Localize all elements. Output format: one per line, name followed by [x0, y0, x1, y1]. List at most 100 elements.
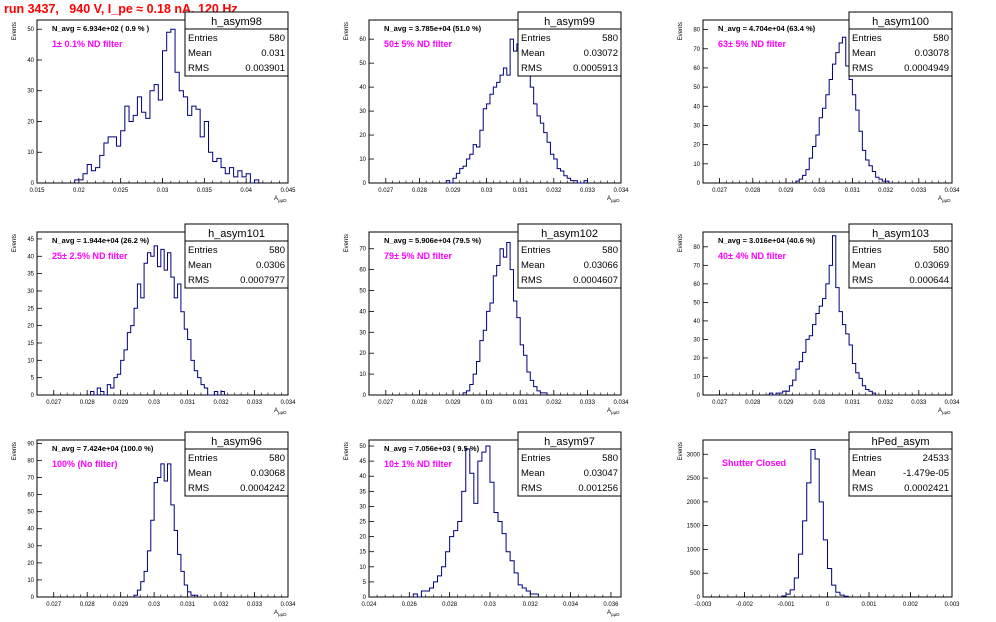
x-tick-label: 0.03 — [484, 602, 496, 608]
histogram-name: h_asym101 — [208, 228, 265, 240]
histogram-hPed_asym: -0.003 -0.002 -0.001 0 0.001 0.002 0.003 0 500 10… — [678, 431, 960, 608]
navg-label: N_avg = 3.785e+04 (51.0 %) — [384, 24, 482, 33]
y-tick-label: 30 — [27, 544, 34, 550]
x-tick-label: 0.033 — [580, 188, 596, 194]
y-tick-label: 80 — [27, 458, 34, 464]
y-tick-label: 0 — [697, 181, 701, 187]
stats-label: RMS — [852, 275, 873, 286]
y-axis-title: Events — [12, 234, 18, 252]
stats-value: 0.0002421 — [904, 483, 949, 494]
x-tick-label: 0.03 — [813, 188, 825, 194]
filter-label: Shutter Closed — [722, 458, 786, 468]
x-axis-title-subscript: μμD — [278, 410, 287, 415]
stats-value: 580 — [602, 245, 618, 256]
histogram-h_asym101: 0.027 0.028 0.029 0.03 0.031 0.032 0.033 0.034 0… — [12, 223, 296, 415]
x-tick-label: 0.03 — [157, 188, 169, 194]
histogram-name: h_asym97 — [544, 436, 595, 448]
y-tick-label: 40 — [359, 309, 366, 315]
stats-box — [848, 431, 953, 497]
x-tick-label: 0.029 — [778, 188, 794, 194]
y-tick-label: 15 — [27, 341, 34, 347]
y-tick-label: 30 — [693, 337, 700, 343]
stats-label: Entries — [188, 453, 218, 464]
histogram-name: h_asym98 — [211, 16, 262, 28]
stats-label: Mean — [188, 48, 212, 59]
y-tick-label: 5 — [31, 376, 35, 382]
x-tick-label: 0.04 — [240, 188, 252, 194]
x-tick-label: 0.029 — [445, 188, 461, 194]
navg-label: N_avg = 6.934e+02 ( 0.9 % ) — [52, 24, 150, 33]
y-tick-label: 20 — [359, 133, 366, 139]
x-tick-label: 0.033 — [247, 400, 263, 406]
x-axis-title-subscript: μμD — [278, 198, 287, 203]
x-tick-label: 0.033 — [580, 400, 596, 406]
y-tick-label: 0 — [363, 595, 367, 601]
y-tick-label: 10 — [693, 374, 700, 380]
x-tick-label: 0.026 — [402, 602, 418, 608]
x-tick-label: 0.031 — [845, 188, 861, 194]
stats-label: Mean — [521, 260, 545, 271]
stats-label: Entries — [852, 453, 882, 464]
x-tick-label: 0.028 — [412, 188, 428, 194]
stats-box — [848, 11, 953, 77]
stats-label: Mean — [188, 260, 212, 271]
y-tick-label: 15 — [359, 550, 366, 556]
x-axis-title: AμμD — [607, 196, 620, 203]
x-tick-label: -0.001 — [777, 602, 795, 608]
histogram-h_asym96: 0.027 0.028 0.029 0.03 0.031 0.032 0.033 0.034 0… — [12, 431, 296, 617]
navg-label: N_avg = 4.704e+04 (63.4 %) — [718, 24, 816, 33]
x-tick-label: 0.031 — [845, 400, 861, 406]
plot-frame — [368, 439, 622, 598]
x-axis-title-subscript: μμD — [278, 612, 287, 617]
y-tick-label: 20 — [693, 356, 700, 362]
stats-value: 0.0306 — [256, 260, 285, 271]
histogram-line — [781, 449, 849, 597]
y-tick-label: 40 — [359, 474, 366, 480]
stats-value: 0.001256 — [578, 483, 618, 494]
y-axis-title: Events — [12, 22, 18, 40]
y-tick-label: 10 — [27, 578, 34, 584]
stats-label: Entries — [521, 245, 551, 256]
histogram-line — [445, 38, 588, 184]
histogram-line — [90, 245, 225, 396]
y-axis-title: Events — [678, 22, 684, 40]
stats-label: Mean — [852, 468, 876, 479]
y-tick-label: 10 — [693, 162, 700, 168]
stats-label: Entries — [188, 245, 218, 256]
filter-label: 1± 0.1% ND filter — [52, 39, 123, 49]
y-tick-label: 0 — [697, 595, 701, 601]
stats-box — [184, 431, 289, 497]
y-tick-label: 60 — [27, 493, 34, 499]
x-tick-label: 0.03 — [148, 602, 160, 608]
y-tick-label: 0 — [31, 595, 35, 601]
stats-box — [184, 11, 289, 77]
stats-value: 580 — [933, 245, 949, 256]
x-tick-label: -0.003 — [694, 602, 712, 608]
stats-value: 0.003901 — [245, 63, 285, 74]
x-tick-label: 0.031 — [180, 602, 196, 608]
stats-value: 0.03068 — [251, 468, 285, 479]
y-axis-title: Events — [344, 442, 350, 460]
x-tick-label: 0.029 — [445, 400, 461, 406]
histogram-line — [133, 463, 199, 597]
x-tick-label: 0.03 — [813, 400, 825, 406]
stats-label: Entries — [852, 245, 882, 256]
x-tick-label: 0.032 — [878, 188, 894, 194]
stats-value: 580 — [269, 245, 285, 256]
x-tick-label: 0.033 — [911, 400, 927, 406]
x-tick-label: 0.032 — [214, 400, 230, 406]
x-tick-label: 0.015 — [29, 188, 45, 194]
histogram-line — [795, 36, 890, 183]
stats-label: Entries — [188, 33, 218, 44]
x-tick-label: 0.027 — [712, 400, 728, 406]
y-tick-label: 30 — [359, 504, 366, 510]
x-tick-label: 0.032 — [214, 602, 230, 608]
stats-value: 0.0005913 — [573, 63, 618, 74]
stats-box — [517, 431, 622, 497]
y-tick-label: 60 — [693, 66, 700, 72]
x-tick-label: 0.027 — [378, 188, 394, 194]
y-tick-label: 40 — [27, 58, 34, 64]
y-tick-label: 20 — [693, 143, 700, 149]
x-tick-label: 0.045 — [280, 188, 296, 194]
